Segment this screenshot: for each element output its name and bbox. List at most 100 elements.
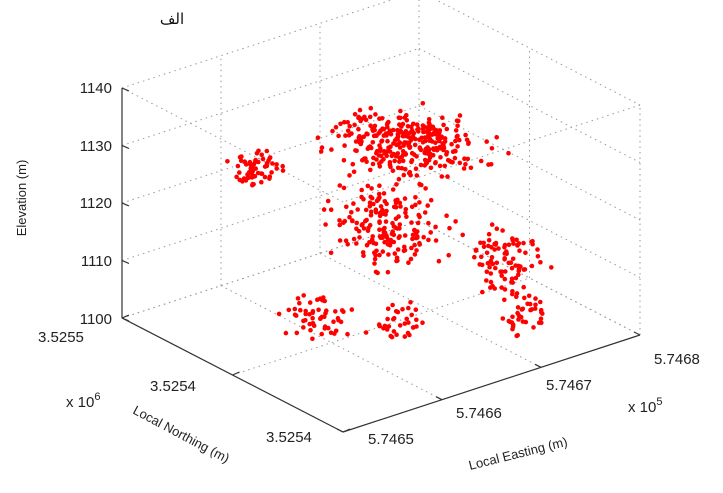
data-point — [280, 163, 286, 169]
data-point — [407, 144, 413, 150]
data-point — [446, 253, 452, 258]
z-tick-label: 1100 — [80, 311, 112, 328]
data-point — [394, 182, 399, 187]
data-point — [504, 249, 509, 254]
data-point — [283, 330, 289, 336]
data-point — [315, 135, 321, 140]
data-point — [319, 331, 325, 337]
data-point — [351, 236, 357, 242]
data-point — [455, 133, 460, 139]
data-points — [225, 101, 554, 342]
data-point — [328, 330, 334, 336]
z-tick — [121, 202, 130, 207]
data-point — [381, 126, 387, 132]
data-point — [387, 129, 393, 135]
data-point — [499, 285, 505, 290]
data-point — [404, 316, 410, 322]
data-point — [391, 204, 397, 210]
data-point — [350, 218, 355, 223]
data-point — [425, 145, 430, 150]
data-point — [280, 168, 286, 173]
data-point — [538, 299, 543, 305]
data-point — [368, 123, 373, 128]
data-point — [343, 238, 349, 243]
data-point — [369, 209, 374, 215]
data-point — [538, 260, 543, 265]
data-point — [509, 276, 515, 282]
data-point — [523, 319, 529, 325]
data-point — [436, 258, 442, 264]
data-point — [371, 133, 377, 139]
data-point — [390, 220, 395, 226]
data-point — [423, 186, 428, 191]
z-tick — [121, 317, 130, 322]
data-point — [453, 128, 459, 133]
data-point — [385, 306, 391, 312]
data-point — [425, 203, 431, 208]
data-point — [391, 316, 396, 322]
data-point — [515, 305, 521, 310]
data-point — [412, 227, 417, 233]
data-point — [426, 157, 432, 163]
data-point — [245, 175, 250, 181]
data-point — [250, 182, 255, 188]
data-point — [502, 255, 508, 261]
data-point — [409, 158, 415, 163]
data-point — [318, 149, 324, 154]
x-tick-label: 5.7467 — [546, 377, 592, 394]
data-point — [394, 332, 399, 338]
data-point — [262, 174, 268, 180]
data-point — [422, 210, 428, 215]
data-point — [502, 276, 508, 282]
data-point — [389, 334, 395, 340]
data-point — [395, 309, 401, 315]
data-point — [440, 115, 445, 120]
data-point — [402, 334, 408, 339]
data-point — [367, 204, 373, 209]
data-point — [390, 127, 396, 133]
data-point — [368, 105, 374, 111]
data-point — [384, 122, 390, 127]
data-point — [402, 248, 408, 253]
x-tick-label: 5.7466 — [456, 405, 502, 422]
data-point — [431, 146, 436, 151]
data-point — [510, 314, 515, 320]
data-point — [398, 108, 403, 114]
data-point — [377, 164, 383, 169]
data-point — [499, 273, 505, 279]
data-point — [395, 247, 401, 252]
data-point — [347, 123, 353, 129]
data-point — [386, 324, 392, 329]
data-point — [433, 224, 438, 230]
x-tick — [534, 363, 542, 368]
data-point — [420, 126, 426, 132]
data-point — [484, 278, 489, 283]
data-point — [414, 324, 419, 329]
data-point — [421, 234, 427, 240]
data-point — [410, 232, 416, 238]
data-point — [355, 207, 361, 212]
data-point — [356, 126, 361, 132]
data-point — [489, 254, 495, 260]
data-point — [363, 218, 368, 224]
data-point — [484, 250, 490, 256]
data-point — [350, 161, 356, 167]
data-point — [352, 112, 358, 117]
data-point — [386, 252, 391, 257]
data-point — [351, 201, 356, 206]
data-point — [377, 252, 382, 258]
data-point — [345, 331, 350, 337]
data-point — [404, 118, 410, 123]
data-point — [357, 107, 363, 113]
data-point — [444, 126, 450, 132]
data-point — [363, 207, 369, 213]
data-point — [510, 256, 516, 262]
data-point — [346, 132, 352, 138]
data-point — [404, 140, 410, 145]
data-point — [511, 241, 516, 246]
data-point — [513, 275, 519, 281]
data-point — [437, 144, 443, 150]
data-point — [400, 158, 406, 164]
data-point — [254, 151, 260, 156]
